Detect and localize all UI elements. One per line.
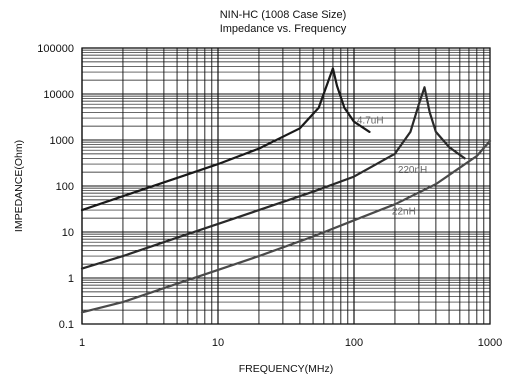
x-tick-labels: 1 10 100 1000 (79, 337, 502, 349)
x-tick-label: 10 (212, 337, 224, 349)
chart-title: NIN-HC (1008 Case Size) (220, 9, 347, 21)
x-tick-label: 1 (79, 337, 85, 349)
chart-subtitle: Impedance vs. Frequency (220, 23, 347, 35)
y-tick-label: 1 (68, 273, 74, 285)
series-label: 220nH (398, 165, 427, 176)
y-tick-labels: 100000 10000 1000 100 10 1 0.1 (37, 43, 74, 331)
series-line (80, 86, 466, 270)
series-label: 22nH (392, 207, 416, 218)
grid (81, 48, 490, 325)
plot-frame (81, 47, 491, 325)
series-labels: 4.7uH 220nH 22nH (357, 115, 427, 217)
y-tick-label: 0.1 (59, 319, 74, 331)
y-tick-label: 10000 (43, 89, 74, 101)
x-axis-label: FREQUENCY(MHz) (239, 363, 334, 375)
y-tick-label: 10 (62, 227, 74, 239)
y-tick-label: 1000 (50, 135, 74, 147)
y-tick-label: 100000 (37, 43, 74, 55)
series-layer (80, 67, 492, 314)
series-line (80, 139, 492, 314)
x-tick-label: 1000 (478, 337, 502, 349)
series-line (80, 67, 371, 212)
x-tick-label: 100 (345, 337, 363, 349)
y-axis-label: IMPEDANCE(Ohm) (13, 140, 25, 232)
series-label: 4.7uH (357, 115, 384, 126)
y-tick-label: 100 (56, 181, 74, 193)
